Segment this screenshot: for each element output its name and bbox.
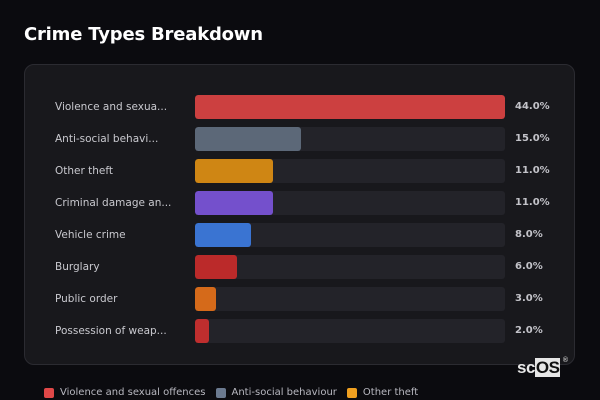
legend-item[interactable]: Anti-social behaviour	[215, 387, 337, 398]
legend-label: Other theft	[362, 387, 419, 398]
legend-item[interactable]: Other theft	[346, 387, 419, 398]
bar-row[interactable]: Vehicle crime 8.0%	[25, 223, 574, 247]
bar-track	[195, 95, 505, 119]
bar-track	[195, 191, 505, 215]
bar-value: 3.0%	[515, 293, 543, 304]
bar-label: Anti-social behavi...	[55, 133, 159, 145]
bar-label: Burglary	[55, 261, 100, 273]
bar-fill[interactable]	[195, 287, 217, 311]
bar-label: Violence and sexua...	[55, 101, 168, 113]
bar-fill[interactable]	[195, 223, 252, 247]
bar-row[interactable]: Criminal damage an... 11.0%	[25, 191, 574, 215]
bar-track	[195, 127, 505, 151]
bar-fill[interactable]	[195, 159, 273, 183]
logo-text-plain: sc	[517, 358, 535, 377]
bar-row[interactable]: Possession of weap... 2.0%	[25, 319, 574, 343]
bar-label: Other theft	[55, 165, 114, 177]
bar-label: Possession of weap...	[55, 325, 167, 337]
bar-track	[195, 255, 505, 279]
registered-mark: ®	[562, 357, 568, 364]
bar-fill[interactable]	[195, 255, 238, 279]
bar-row[interactable]: Anti-social behavi... 15.0%	[25, 127, 574, 151]
bar-track	[195, 319, 505, 343]
bar-value: 11.0%	[515, 165, 550, 176]
legend-swatch-icon	[44, 387, 54, 398]
bar-value: 15.0%	[515, 133, 550, 144]
bar-fill[interactable]	[195, 95, 505, 119]
bar-label: Vehicle crime	[55, 229, 126, 241]
bar-value: 6.0%	[515, 261, 543, 272]
bar-fill[interactable]	[195, 127, 301, 151]
bar-fill[interactable]	[195, 319, 209, 343]
bar-value: 8.0%	[515, 229, 543, 240]
scos-logo: scOS ®	[517, 357, 568, 378]
legend-label: Violence and sexual offences	[60, 387, 206, 398]
bar-fill[interactable]	[195, 191, 273, 215]
bar-row[interactable]: Violence and sexua... 44.0%	[25, 95, 574, 119]
bar-value: 44.0%	[515, 101, 550, 112]
bar-row[interactable]: Public order 3.0%	[25, 287, 574, 311]
chart-card: Violence and sexua... 44.0% Anti-social be…	[24, 64, 575, 365]
bar-track	[195, 159, 505, 183]
bar-value: 11.0%	[515, 197, 550, 208]
legend-swatch-icon	[346, 387, 357, 398]
bar-value: 2.0%	[515, 325, 543, 336]
legend-label: Anti-social behaviour	[231, 387, 337, 398]
bar-label: Public order	[55, 293, 118, 305]
bar-track	[195, 287, 505, 311]
legend-item[interactable]: Violence and sexual offences	[44, 387, 206, 398]
logo-text-boxed: OS	[534, 358, 561, 377]
bar-row[interactable]: Other theft 11.0%	[25, 159, 574, 183]
bar-track	[195, 223, 505, 247]
legend-swatch-icon	[215, 387, 226, 398]
bar-label: Criminal damage an...	[55, 197, 172, 209]
page-title: Crime Types Breakdown	[24, 24, 263, 45]
chart-legend: Violence and sexual offences Anti-social …	[44, 387, 418, 398]
bar-row[interactable]: Burglary 6.0%	[25, 255, 574, 279]
